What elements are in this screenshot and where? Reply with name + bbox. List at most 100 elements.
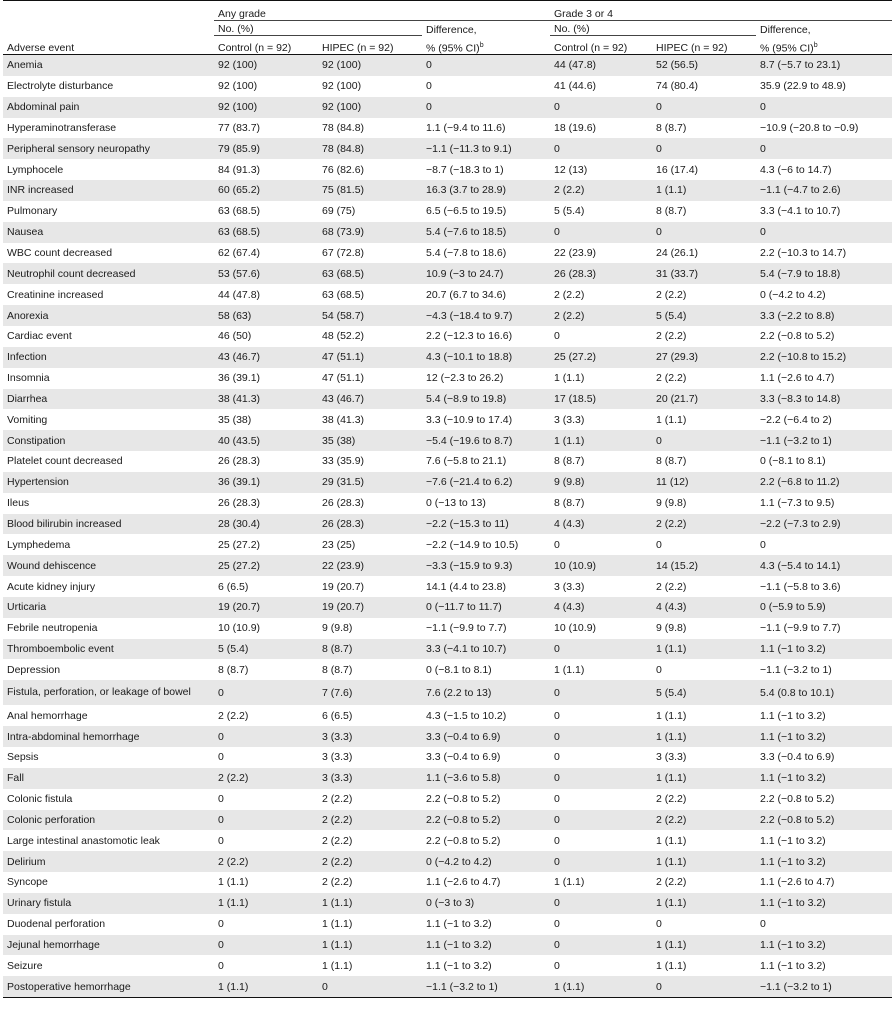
table-row: Wound dehiscence 25 (27.2) 22 (23.9) −3.3 (…	[3, 555, 893, 577]
table-row: Intra-abdominal hemorrhage 0 3 (3.3) 3.3 (−…	[3, 726, 893, 747]
table-row: Platelet count decreased 26 (28.3) 33 (35.…	[3, 451, 892, 472]
cell-control-g34: 1 (1.1)	[554, 372, 585, 385]
cell-difference-any: 6.5 (−6.5 to 19.5)	[426, 205, 507, 218]
cell-event-name: Urticaria	[3, 596, 214, 618]
cell-difference-g34: 0	[756, 138, 893, 160]
cell-difference-any: 10.9 (−3 to 24.7)	[422, 263, 550, 285]
cell-difference-any: 2.2 (−0.8 to 5.2)	[426, 834, 501, 847]
cell-difference-g34: 2.2 (−0.8 to 5.2)	[760, 330, 835, 343]
cell-control-any: 2 (2.2)	[218, 709, 249, 722]
cell-hipec-any: 35 (38)	[318, 430, 422, 452]
cell-hipec-g34: 1 (1.1)	[656, 413, 687, 426]
cell-control-g34: 22 (23.9)	[554, 247, 597, 260]
cell-event-name: Duodenal perforation	[7, 918, 106, 931]
cell-control-g34: 0	[554, 918, 560, 931]
table-row: Fall 2 (2.2) 3 (3.3) 1.1 (−3.6 to 5.8) 0 1 (1…	[3, 767, 893, 789]
header-blank-2	[3, 21, 214, 36]
cell-control-any: 62 (67.4)	[218, 247, 261, 260]
table-row: Jejunal hemorrhage 0 1 (1.1) 1.1 (−1 to 3.2…	[3, 934, 893, 956]
cell-hipec-g34: 1 (1.1)	[652, 892, 756, 914]
cell-control-g34: 44 (47.8)	[550, 54, 652, 76]
cell-hipec-any: 1 (1.1)	[322, 918, 353, 931]
cell-hipec-g34: 27 (29.3)	[652, 346, 756, 368]
cell-difference-g34: 1.1 (−1 to 3.2)	[760, 709, 826, 722]
cell-event-name: Constipation	[3, 430, 214, 452]
table-row: Diarrhea 38 (41.3) 43 (46.7) 5.4 (−8.9 to 1…	[3, 388, 893, 410]
cell-control-g34: 0	[554, 793, 560, 806]
cell-difference-any: −3.3 (−15.9 to 9.3)	[422, 555, 550, 577]
cell-control-any: 43 (46.7)	[214, 346, 318, 368]
cell-hipec-any: 2 (2.2)	[318, 809, 422, 831]
cell-difference-g34: 1.1 (−1 to 3.2)	[756, 934, 893, 956]
cell-difference-g34: 0	[756, 221, 893, 243]
cell-difference-g34: 3.3 (−0.4 to 6.9)	[760, 751, 835, 764]
cell-difference-g34: 2.2 (−0.8 to 5.2)	[756, 809, 893, 831]
table-row: Febrile neutropenia 10 (10.9) 9 (9.8) −1.1 …	[3, 618, 892, 639]
cell-difference-any: 14.1 (4.4 to 23.8)	[426, 580, 506, 593]
top-rule	[3, 0, 892, 1]
cell-event-name: Sepsis	[7, 751, 39, 764]
cell-control-g34: 17 (18.5)	[550, 388, 652, 410]
cell-difference-any: 5.4 (−7.8 to 18.6)	[426, 247, 507, 260]
cell-control-any: 25 (27.2)	[214, 555, 318, 577]
cell-hipec-any: 63 (68.5)	[318, 263, 422, 285]
cell-hipec-g34: 16 (17.4)	[656, 163, 699, 176]
cell-difference-g34: 5.4 (0.8 to 10.1)	[756, 680, 893, 706]
cell-control-any: 5 (5.4)	[214, 638, 318, 660]
cell-control-any: 92 (100)	[214, 96, 318, 118]
cell-difference-g34: 0	[760, 918, 766, 931]
cell-event-name: Colonic perforation	[3, 809, 214, 831]
header-diff-any-line2: % (95% CI)b	[422, 35, 550, 55]
cell-hipec-any: 92 (100)	[318, 96, 422, 118]
table-row: WBC count decreased 62 (67.4) 67 (72.8) 5.4…	[3, 243, 892, 264]
cell-difference-any: 7.6 (2.2 to 13)	[422, 680, 550, 706]
cell-hipec-g34: 1 (1.1)	[652, 767, 756, 789]
cell-hipec-any: 23 (25)	[322, 538, 356, 551]
cell-control-any: 6 (6.5)	[218, 580, 249, 593]
cell-event-name: Peripheral sensory neuropathy	[3, 138, 214, 160]
cell-hipec-g34: 14 (15.2)	[652, 555, 756, 577]
cell-hipec-any: 8 (8.7)	[318, 638, 422, 660]
cell-difference-any: 0 (−13 to 13)	[426, 497, 486, 510]
cell-difference-any: 12 (−2.3 to 26.2)	[426, 372, 504, 385]
cell-difference-any: 4.3 (−10.1 to 18.8)	[422, 346, 550, 368]
table-row: Lymphedema 25 (27.2) 23 (25) −2.2 (−14.9 to…	[3, 534, 892, 555]
cell-hipec-any: 47 (51.1)	[318, 346, 422, 368]
cell-hipec-any: 3 (3.3)	[318, 726, 422, 747]
cell-control-g34: 0	[550, 680, 652, 706]
cell-difference-any: 0	[422, 96, 550, 118]
cell-control-g34: 0	[550, 638, 652, 660]
cell-control-g34: 8 (8.7)	[554, 455, 585, 468]
table-row: Hyperaminotransferase 77 (83.7) 78 (84.8) 1…	[3, 118, 892, 139]
table-row: Anemia 92 (100) 92 (100) 0 44 (47.8) 52 (56.5…	[3, 54, 893, 76]
cell-control-any: 0	[218, 918, 224, 931]
table-row: Anorexia 58 (63) 54 (58.7) −4.3 (−18.4 to 9…	[3, 305, 893, 326]
cell-control-g34: 2 (2.2)	[550, 180, 652, 201]
cell-hipec-g34: 1 (1.1)	[652, 638, 756, 660]
cell-difference-any: −1.1 (−11.3 to 9.1)	[422, 138, 550, 160]
cell-hipec-any: 78 (84.8)	[322, 121, 365, 134]
table-row: Duodenal perforation 0 1 (1.1) 1.1 (−1 to 3…	[3, 914, 892, 935]
cell-control-any: 0	[218, 959, 224, 972]
cell-difference-any: 3.3 (−4.1 to 10.7)	[422, 638, 550, 660]
cell-control-any: 36 (39.1)	[218, 372, 261, 385]
cell-difference-any: 2.2 (−0.8 to 5.2)	[422, 809, 550, 831]
cell-hipec-g34: 1 (1.1)	[652, 726, 756, 747]
table-row: Hypertension 36 (39.1) 29 (31.5) −7.6 (−21.…	[3, 471, 893, 493]
cell-hipec-any: 9 (9.8)	[322, 622, 353, 635]
header-diff-g34-line2: % (95% CI)b	[756, 35, 893, 55]
cell-difference-g34: −1.1 (−3.2 to 1)	[760, 663, 832, 676]
cell-difference-g34: 4.3 (−6 to 14.7)	[760, 163, 832, 176]
cell-control-any: 0	[214, 680, 318, 706]
cell-hipec-g34: 0	[652, 221, 756, 243]
cell-event-name: Syncope	[7, 876, 48, 889]
cell-event-name: Fall	[3, 767, 214, 789]
cell-control-any: 0	[214, 809, 318, 831]
cell-control-g34: 0	[554, 709, 560, 722]
cell-event-name: Delirium	[3, 851, 214, 873]
table-row: Nausea 63 (68.5) 68 (73.9) 5.4 (−7.6 to 18.…	[3, 221, 893, 243]
cell-difference-g34: −1.1 (−5.8 to 3.6)	[760, 580, 841, 593]
cell-control-g34: 9 (9.8)	[550, 471, 652, 493]
table-row: Colonic fistula 0 2 (2.2) 2.2 (−0.8 to 5.2)…	[3, 789, 892, 810]
cell-control-g34: 12 (13)	[554, 163, 588, 176]
